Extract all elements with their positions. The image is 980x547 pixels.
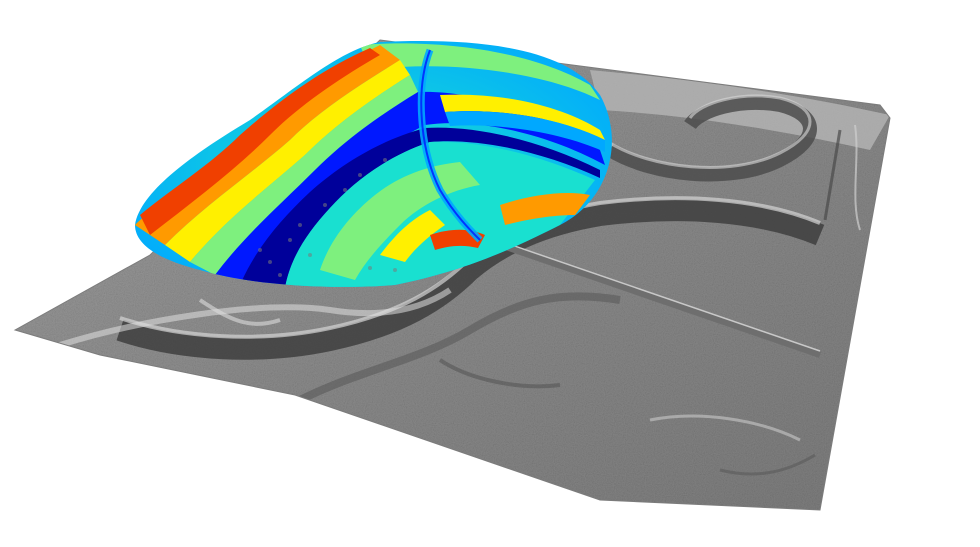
- river-channel: [116, 199, 825, 360]
- meander-bend: [606, 95, 817, 182]
- road: [499, 242, 821, 358]
